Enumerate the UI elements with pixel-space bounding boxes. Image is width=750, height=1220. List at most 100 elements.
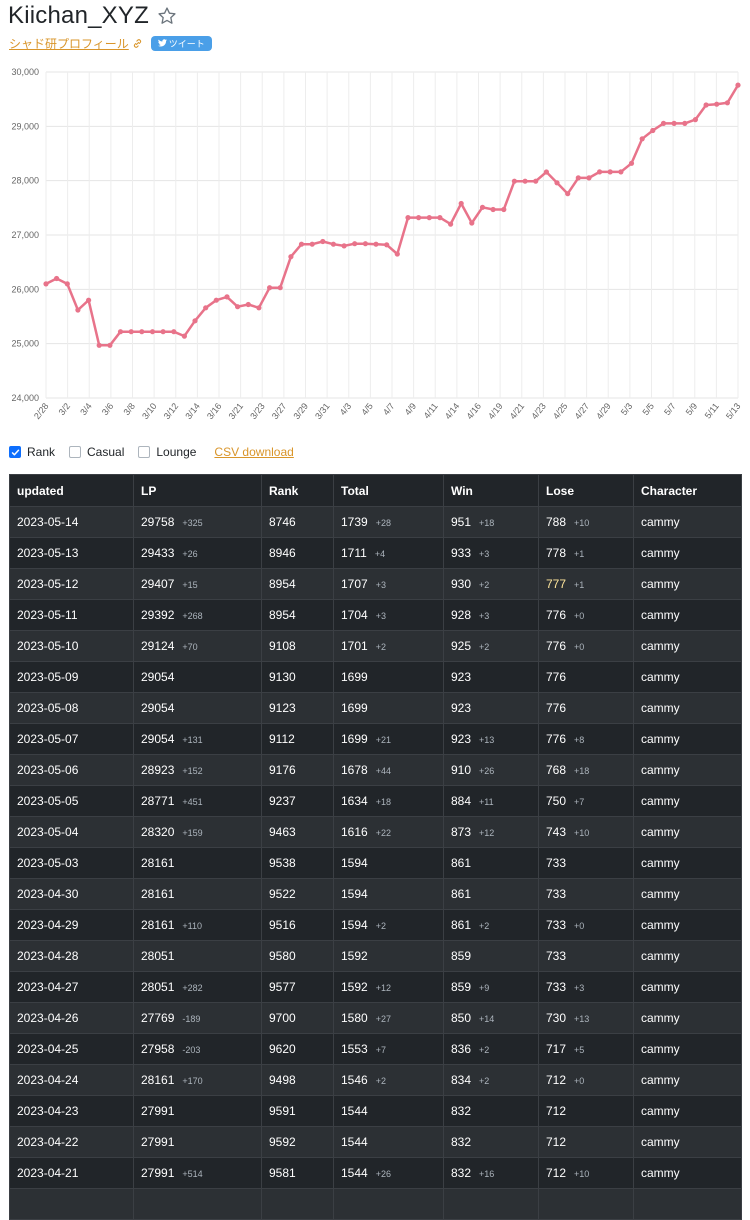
cell-updated-value: 2023-05-13 — [17, 546, 79, 560]
x-tick-label: 5/3 — [619, 401, 635, 417]
cell-lose-delta: +0 — [574, 642, 585, 652]
profile-link[interactable]: シャド研プロフィール — [9, 35, 143, 52]
data-point — [86, 297, 92, 303]
data-point — [618, 169, 624, 175]
rank-checkbox-box[interactable] — [9, 446, 21, 458]
cell-lp: 28161 +110 — [133, 909, 262, 941]
header-updated[interactable]: updated — [9, 474, 134, 507]
data-point — [277, 285, 283, 291]
header-lp[interactable]: LP — [133, 474, 262, 507]
rank-checkbox[interactable]: Rank — [9, 445, 55, 459]
cell-win-value: 923 — [451, 670, 472, 684]
csv-download-link[interactable]: CSV download — [214, 445, 294, 459]
x-tick-label: 3/23 — [248, 401, 267, 421]
sub-row: シャド研プロフィール ツイート — [9, 34, 212, 52]
data-point — [405, 215, 411, 221]
y-tick-label: 25,000 — [11, 339, 39, 349]
header-character[interactable]: Character — [633, 474, 742, 507]
cell-updated-value: 2023-05-04 — [17, 825, 79, 839]
x-tick-label: 4/3 — [338, 401, 354, 417]
cell-updated: 2023-05-04 — [9, 816, 134, 848]
cell-lose-value: 776 — [546, 701, 567, 715]
data-point — [724, 100, 731, 106]
cell-lp-value: 28051 — [141, 980, 175, 994]
table-row: 2023-05-14 29758 +325 8746 1739 +28 951 +18 788 +… — [9, 506, 742, 538]
cell-lose-value: 777 — [546, 577, 567, 591]
data-point — [682, 120, 688, 126]
cell-lose-value: 733 — [546, 918, 567, 932]
cell-character: cammy — [633, 661, 742, 693]
cell-updated: 2023-05-03 — [9, 847, 134, 879]
cell-win-value: 832 — [451, 1166, 472, 1180]
cell-lose: 777 +1 — [538, 568, 634, 600]
cell-character-value: cammy — [641, 1073, 680, 1087]
cell-rank-value: 9498 — [269, 1073, 296, 1087]
cell-win-value: 873 — [451, 825, 472, 839]
cell-total-value: 1707 — [341, 577, 368, 591]
cell-win: 923 — [443, 692, 539, 724]
cell-rank-value: 8954 — [269, 608, 296, 622]
casual-checkbox-box[interactable] — [69, 446, 82, 458]
filter-controls: Rank Casual Lounge CSV download — [9, 443, 294, 461]
lounge-checkbox[interactable]: Lounge — [138, 445, 196, 459]
cell-character: cammy — [633, 1064, 742, 1096]
cell-character: cammy — [633, 1157, 742, 1189]
cell-rank-value: 9538 — [269, 856, 296, 870]
cell-updated-value: 2023-04-26 — [17, 1011, 79, 1025]
data-point — [54, 275, 60, 282]
lounge-checkbox-box[interactable] — [138, 446, 151, 458]
cell-lose-value: 776 — [546, 670, 567, 684]
header-total[interactable]: Total — [333, 474, 444, 507]
table-row: 2023-05-07 29054 +131 9112 1699 +21 923 +13 776 +… — [9, 723, 742, 755]
cell-rank-value: 9591 — [269, 1104, 296, 1118]
table-row: 2023-04-27 28051 +282 9577 1592 +12 859 +9 733 +3… — [9, 971, 742, 1003]
cell-total-delta: +2 — [375, 642, 386, 652]
header-lose[interactable]: Lose — [538, 474, 634, 507]
cell-rank: 9108 — [261, 630, 334, 662]
data-point — [607, 169, 613, 175]
cell-rank-value: 8946 — [269, 546, 296, 560]
checkmark-icon — [11, 449, 19, 455]
cell-total-value: 1553 — [341, 1042, 368, 1056]
cell-character-value: cammy — [641, 887, 680, 901]
casual-checkbox[interactable]: Casual — [69, 445, 124, 459]
data-point — [330, 241, 336, 247]
header-win[interactable]: Win — [443, 474, 539, 507]
cell-rank: 9123 — [261, 692, 334, 724]
cell-win-delta: +18 — [479, 518, 495, 528]
cell-lose-value: 730 — [546, 1011, 567, 1025]
cell-rank-value: 9580 — [269, 949, 296, 963]
header-rank[interactable]: Rank — [261, 474, 334, 507]
cell-total-delta: +2 — [375, 921, 386, 931]
data-point — [703, 102, 709, 108]
table-row: 2023-05-04 28320 +159 9463 1616 +22 873 +12 743 +… — [9, 816, 742, 848]
data-point — [373, 241, 379, 247]
cell-win: 832 — [443, 1126, 539, 1158]
cell-rank: 9112 — [261, 723, 334, 755]
cell-total: 1580 +27 — [333, 1002, 444, 1034]
cell-lp: 28051 +282 — [133, 971, 262, 1003]
data-point — [256, 305, 262, 311]
cell-character: cammy — [633, 599, 742, 631]
x-tick-label: 4/5 — [359, 401, 375, 417]
cell-rank-value: 9620 — [269, 1042, 296, 1056]
lp-chart-svg: 24,000 25,000 26,000 27,000 28,000 29,000 30,0… — [11, 67, 742, 421]
table-row: 2023-05-09 29054 9130 1699 923 776 cammy — [9, 661, 742, 693]
cell-updated: 2023-04-24 — [9, 1064, 134, 1096]
tweet-button[interactable]: ツイート — [150, 35, 212, 51]
cell-total: 1699 +21 — [333, 723, 444, 755]
data-point — [320, 238, 326, 245]
star-outline-icon[interactable] — [157, 6, 177, 26]
cell-win: 884 +11 — [443, 785, 539, 817]
cell-character: cammy — [633, 909, 742, 941]
cell-win-delta: +2 — [479, 1076, 490, 1086]
cell-updated-value: 2023-05-03 — [17, 856, 79, 870]
cell-rank — [261, 1188, 334, 1220]
cell-updated-value: 2023-05-10 — [17, 639, 79, 653]
cell-lp-delta: -189 — [182, 1014, 201, 1024]
lounge-checkbox-label: Lounge — [156, 445, 197, 459]
cell-character: cammy — [633, 537, 742, 569]
cell-rank: 9463 — [261, 816, 334, 848]
data-point — [565, 191, 571, 197]
cell-lp: 27991 — [133, 1095, 262, 1127]
